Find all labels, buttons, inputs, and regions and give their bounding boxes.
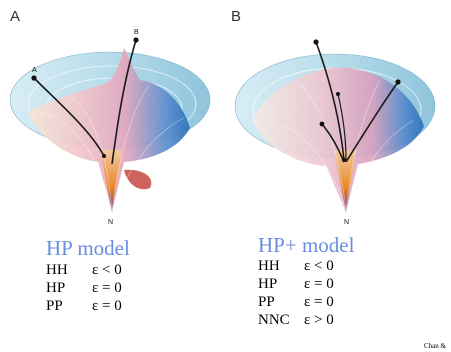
panel-a-letter: A <box>10 8 21 25</box>
rule-pair: NNC <box>258 312 290 328</box>
rule-row: PP ε = 0 <box>46 297 122 315</box>
rule-pair: PP <box>258 294 275 310</box>
rule-row: NNC ε > 0 <box>258 311 334 329</box>
panel-b-letter: B <box>231 8 242 25</box>
rule-energy: ε = 0 <box>304 294 334 310</box>
hp-plus-model-title: HP+ model <box>258 233 355 257</box>
funnel-b <box>234 39 436 212</box>
rule-row: HH ε < 0 <box>46 261 122 279</box>
rule-energy: ε > 0 <box>304 312 334 328</box>
point-b-label: B <box>134 29 139 36</box>
rule-pair: PP <box>46 298 63 314</box>
native-state-label-a: N <box>108 219 113 226</box>
rule-row: HH ε < 0 <box>258 257 334 275</box>
native-state-label-b: N <box>344 219 349 226</box>
attribution-credit: Chan & <box>424 342 446 350</box>
rule-row: PP ε = 0 <box>258 293 334 311</box>
rule-energy: ε < 0 <box>92 262 122 278</box>
rule-energy: ε = 0 <box>92 280 122 296</box>
rule-pair: HP <box>258 276 278 292</box>
hp-model-rules: HH ε < 0 HP ε = 0 PP ε = 0 <box>46 261 122 315</box>
funnel-a-labels: A B N <box>32 29 139 226</box>
rule-row: HP ε = 0 <box>258 275 334 293</box>
funnel-b-labels: N <box>344 219 349 226</box>
hp-model-title: HP model <box>46 236 130 260</box>
rule-energy: ε < 0 <box>304 258 334 274</box>
rule-pair: HP <box>46 280 66 296</box>
hp-plus-model-rules: HH ε < 0 HP ε = 0 PP ε = 0 NNC ε > 0 <box>258 257 334 329</box>
point-a-label: A <box>32 67 37 74</box>
rule-energy: ε = 0 <box>304 276 334 292</box>
rule-pair: HH <box>46 262 68 278</box>
funnel-a <box>9 37 211 212</box>
rule-pair: HH <box>258 258 280 274</box>
rule-energy: ε = 0 <box>92 298 122 314</box>
rule-row: HP ε = 0 <box>46 279 122 297</box>
